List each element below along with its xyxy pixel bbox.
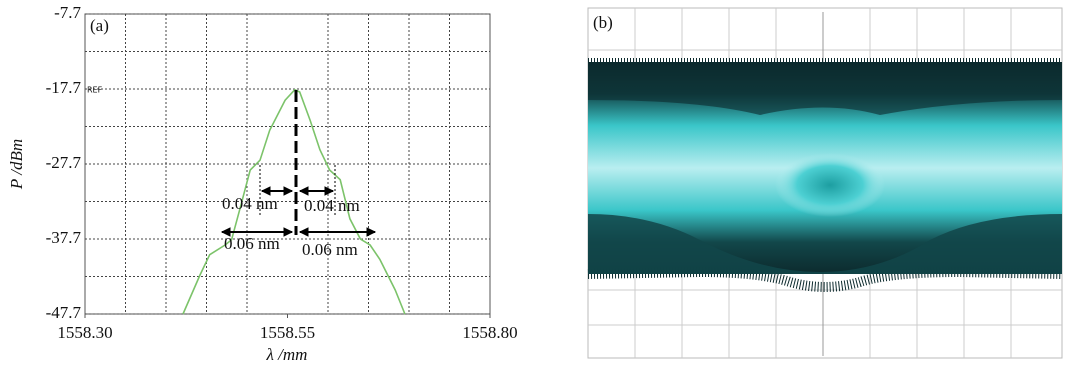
panel-label: (b) <box>593 13 613 32</box>
figure: (a) REF λ /mm P /dBm 0.04 nm 0.04 nm 0.0… <box>0 0 1065 369</box>
y-tick-label: -47.7 <box>46 303 82 322</box>
y-axis-label: P /dBm <box>7 139 26 190</box>
annotation: 0.04 nm <box>304 196 360 215</box>
panel-label: (a) <box>90 16 109 35</box>
annotation: 0.04 nm <box>222 194 278 213</box>
x-tick-label: 1558.80 <box>462 323 517 342</box>
panel-a: (a) REF λ /mm P /dBm 0.04 nm 0.04 nm 0.0… <box>7 3 518 364</box>
x-axis-label: λ /mm <box>266 345 308 364</box>
annotation: 0.06 nm <box>302 240 358 259</box>
y-tick-label: -17.7 <box>46 78 82 97</box>
panel-b: (b) <box>588 8 1062 358</box>
y-tick-label: -37.7 <box>46 228 82 247</box>
x-tick-label: 1558.30 <box>57 323 112 342</box>
x-tick-label: 1558.55 <box>260 323 315 342</box>
ref-label: REF <box>87 86 103 95</box>
y-tick-label: -7.7 <box>54 3 81 22</box>
annotation: 0.06 nm <box>224 234 280 253</box>
y-tick-label: -27.7 <box>46 153 82 172</box>
